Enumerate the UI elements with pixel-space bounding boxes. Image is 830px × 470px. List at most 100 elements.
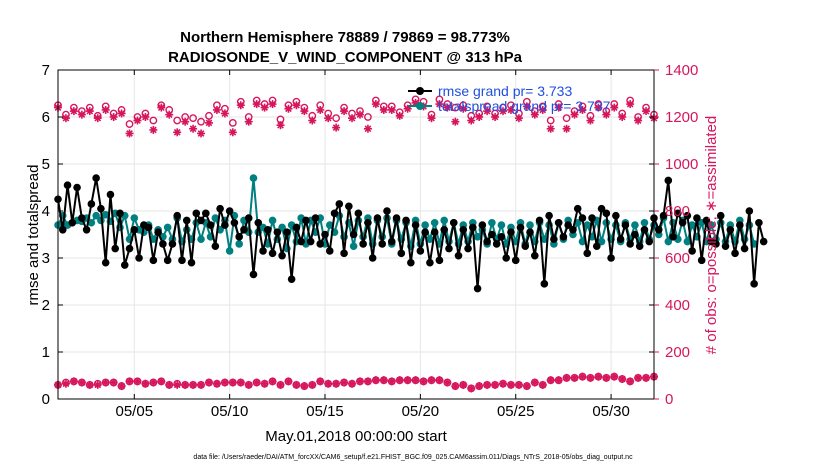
y2-tick-label: 800 xyxy=(665,203,690,220)
rmse-point xyxy=(244,214,253,222)
rmse-point xyxy=(235,233,243,241)
rmse-point xyxy=(268,249,277,258)
totalspread-point xyxy=(349,242,358,251)
obs-possible-high-marker xyxy=(546,116,555,125)
obs-assimilated-high-marker xyxy=(292,101,301,110)
totalspread-point xyxy=(640,218,649,227)
obs-assimilated-low-marker xyxy=(538,380,547,389)
totalspread-point xyxy=(488,218,496,227)
obs-assimilated-high-marker xyxy=(546,124,555,133)
rmse-point xyxy=(402,216,410,225)
rmse-point xyxy=(578,214,587,222)
rmse-point xyxy=(411,221,420,229)
obs-assimilated-low-marker xyxy=(459,380,468,389)
rmse-point xyxy=(430,228,439,236)
obs-assimilated-high-marker xyxy=(530,110,539,119)
obs-assimilated-high-marker xyxy=(149,125,158,134)
rmse-point xyxy=(511,256,520,265)
x-tick-label: 05/05 xyxy=(116,403,154,420)
rmse-point xyxy=(302,216,310,225)
y-tick-label: 2 xyxy=(42,297,50,314)
obs-assimilated-low-marker xyxy=(324,379,333,388)
rmse-point xyxy=(469,223,477,232)
rmse-point xyxy=(63,181,72,189)
totalspread-point xyxy=(101,210,110,219)
rmse-point xyxy=(82,226,91,234)
y2-tick-label: 1000 xyxy=(665,156,698,173)
obs-assimilated-high-marker xyxy=(475,113,484,121)
obs-assimilated-high-marker xyxy=(586,116,595,125)
rmse-point xyxy=(745,207,754,215)
obs-assimilated-high-marker xyxy=(435,100,444,109)
rmse-point xyxy=(554,218,563,227)
obs-assimilated-high-marker xyxy=(403,104,412,113)
rmse-point xyxy=(182,216,191,225)
obs-assimilated-low-marker xyxy=(300,382,309,391)
obs-assimilated-high-marker xyxy=(173,128,182,137)
obs-assimilated-high-marker xyxy=(260,103,269,112)
totalspread-point xyxy=(683,237,692,246)
x-axis-label: May.01,2018 00:00:00 start xyxy=(265,428,447,445)
rmse-point xyxy=(335,200,344,208)
obs-assimilated-low-marker xyxy=(610,372,619,381)
rmse-point xyxy=(631,230,639,239)
obs-assimilated-high-marker xyxy=(228,128,237,137)
x-tick-label: 05/20 xyxy=(402,403,440,420)
obs-assimilated-high-marker xyxy=(244,117,253,126)
totalspread-point xyxy=(473,233,482,241)
obs-assimilated-high-marker xyxy=(308,116,317,125)
obs-assimilated-high-marker xyxy=(332,123,341,132)
obs-assimilated-low-marker xyxy=(379,376,388,385)
rmse-point xyxy=(483,237,491,246)
obs-assimilated-high-marker xyxy=(371,100,380,109)
obs-assimilated-low-marker xyxy=(276,380,285,389)
rmse-point xyxy=(607,254,615,262)
legend: rmse grand pr= 3.733 totalspread grand p… xyxy=(408,83,611,114)
obs-possible-high-marker xyxy=(149,116,158,125)
obs-assimilated-high-marker xyxy=(77,110,86,119)
obs-assimilated-low-marker xyxy=(602,373,611,382)
rmse-point xyxy=(531,251,539,260)
obs-assimilated-high-marker xyxy=(69,107,78,116)
obs-assimilated-high-marker xyxy=(181,117,190,126)
rmse-point xyxy=(106,190,115,199)
totalspread-point xyxy=(578,237,587,246)
totalspread-point xyxy=(430,218,439,227)
legend-rmse-marker xyxy=(416,87,424,95)
rmse-point xyxy=(325,247,334,255)
rmse-point xyxy=(154,228,162,236)
rmse-point xyxy=(726,226,735,234)
rmse-point xyxy=(130,226,139,234)
data-file-footnote: data file: /Users/raeder/DAI/ATM_forcXX/… xyxy=(193,454,633,461)
obs-assimilated-high-marker xyxy=(483,107,492,116)
obs-possible-high-marker xyxy=(173,116,182,125)
rmse-point xyxy=(426,258,434,267)
rmse-point xyxy=(149,256,158,265)
rmse-point xyxy=(125,244,134,253)
totalspread-point xyxy=(526,221,534,229)
obs-assimilated-high-marker xyxy=(570,110,579,119)
rmse-point xyxy=(144,223,153,232)
rmse-point xyxy=(368,254,377,262)
obs-assimilated-low-marker xyxy=(506,380,515,389)
rmse-point xyxy=(321,230,329,239)
totalspread-point xyxy=(583,221,592,229)
rmse-point xyxy=(559,233,568,241)
rmse-point xyxy=(216,204,224,213)
obs-assimilated-low-marker xyxy=(332,379,341,388)
obs-assimilated-high-marker xyxy=(268,100,277,109)
rmse-point xyxy=(58,226,67,234)
totalspread-point xyxy=(426,235,434,243)
obs-assimilated-low-marker xyxy=(316,377,325,386)
rmse-point xyxy=(664,176,673,185)
obs-possible-high-marker xyxy=(205,111,213,120)
obs-assimilated-low-marker xyxy=(514,380,523,389)
y2-tick-label: 400 xyxy=(665,297,690,314)
rmse-point xyxy=(621,221,630,229)
obs-assimilated-high-marker xyxy=(451,117,460,126)
rmse-point xyxy=(378,240,387,248)
obs-assimilated-low-marker xyxy=(236,378,245,387)
rmse-point xyxy=(359,240,367,248)
rmse-point xyxy=(635,242,644,251)
obs-assimilated-high-marker xyxy=(189,124,198,133)
